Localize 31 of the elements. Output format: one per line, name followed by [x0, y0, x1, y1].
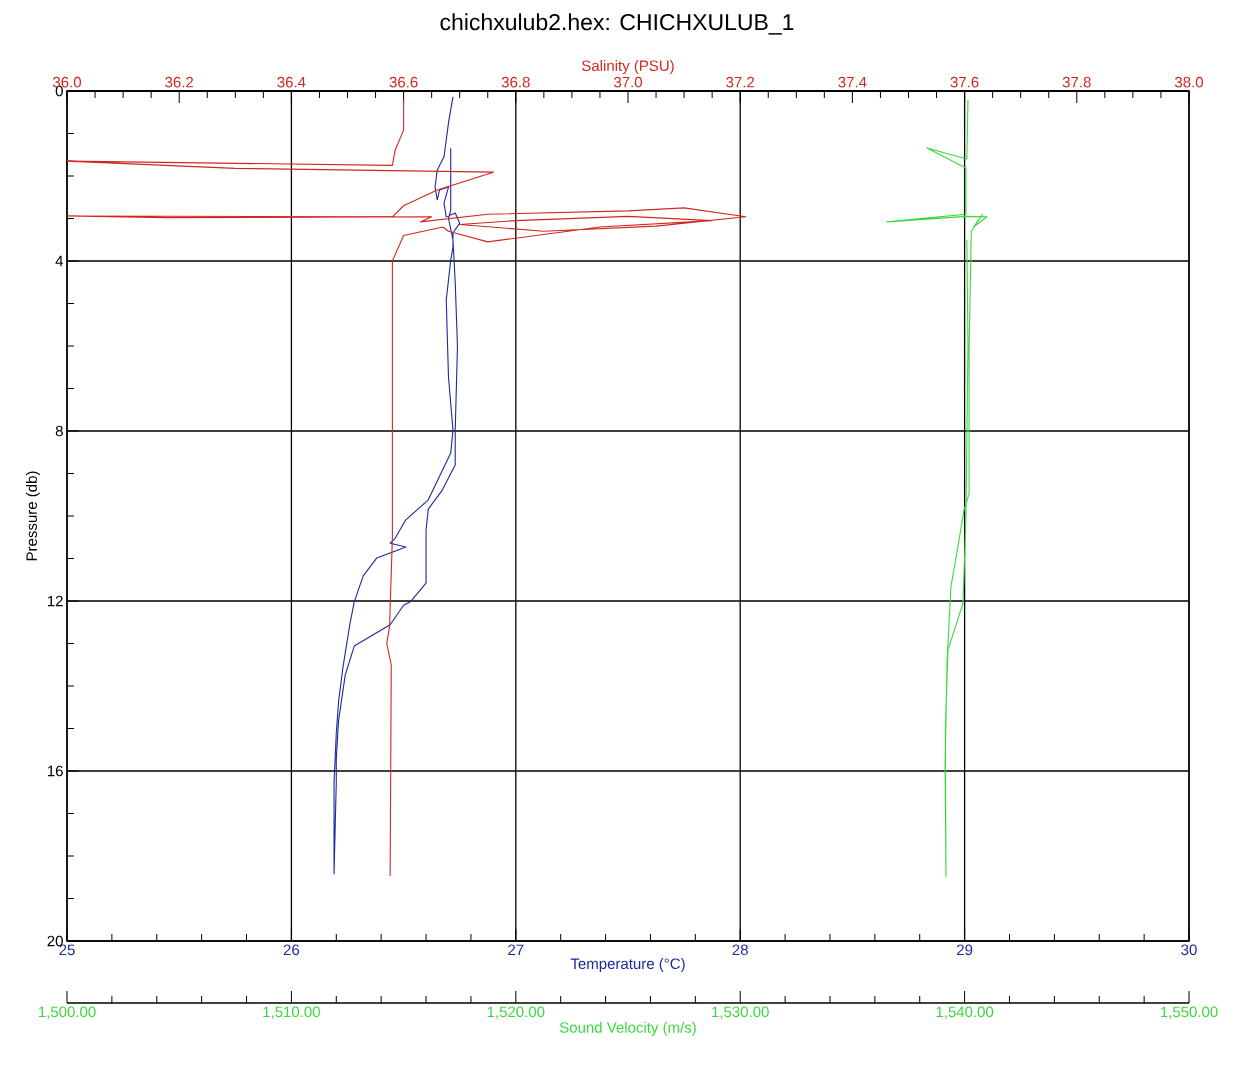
x2-tick-label: 37.4	[838, 76, 867, 88]
x2-tick-label: 36.2	[165, 76, 194, 88]
x-tick-label: 1,530.00	[712, 1006, 769, 1019]
x2-tick-label: 38.0	[1174, 76, 1203, 88]
x-tick-label: 1,510.00	[263, 1006, 320, 1019]
x-tick-label: 29	[957, 944, 973, 956]
x-tick-label: 30	[1181, 944, 1197, 956]
x-axis-title: Sound Velocity (m/s)	[559, 1021, 696, 1036]
x2-tick-label: 37.8	[1062, 76, 1091, 88]
x2-tick-label: 36.4	[277, 76, 306, 88]
y-tick-label: 12	[47, 595, 63, 607]
x-tick-label: 1,550.00	[1160, 1006, 1218, 1019]
y-tick-label: 4	[55, 255, 64, 267]
x-axis-title: Temperature (°C)	[570, 958, 685, 972]
x-tick-label: 28	[732, 944, 748, 956]
x-tick-label: 1,520.00	[487, 1006, 545, 1019]
y-axis-title: Pressure (db)	[25, 471, 40, 561]
line-series	[333, 96, 461, 875]
x2-tick-label: 36.8	[501, 76, 530, 88]
x2-tick-label: 36.6	[389, 76, 418, 88]
x2-axis-title: Salinity (PSU)	[581, 59, 674, 74]
y-tick-label: 16	[47, 765, 63, 777]
x2-tick-label: 37.6	[950, 76, 979, 88]
chart-title: chichxulub2.hex: CHICHXULUB_1	[440, 13, 794, 35]
x2-tick-label: 37.2	[726, 76, 755, 88]
x-tick-label: 1,540.00	[936, 1006, 994, 1019]
x-tick-label: 26	[283, 944, 300, 956]
x2-tick-label: 37.0	[613, 76, 642, 88]
x-tick-label: 1,500.00	[38, 1006, 96, 1019]
y-tick-label: 8	[55, 425, 63, 437]
x-tick-label: 27	[508, 944, 524, 955]
